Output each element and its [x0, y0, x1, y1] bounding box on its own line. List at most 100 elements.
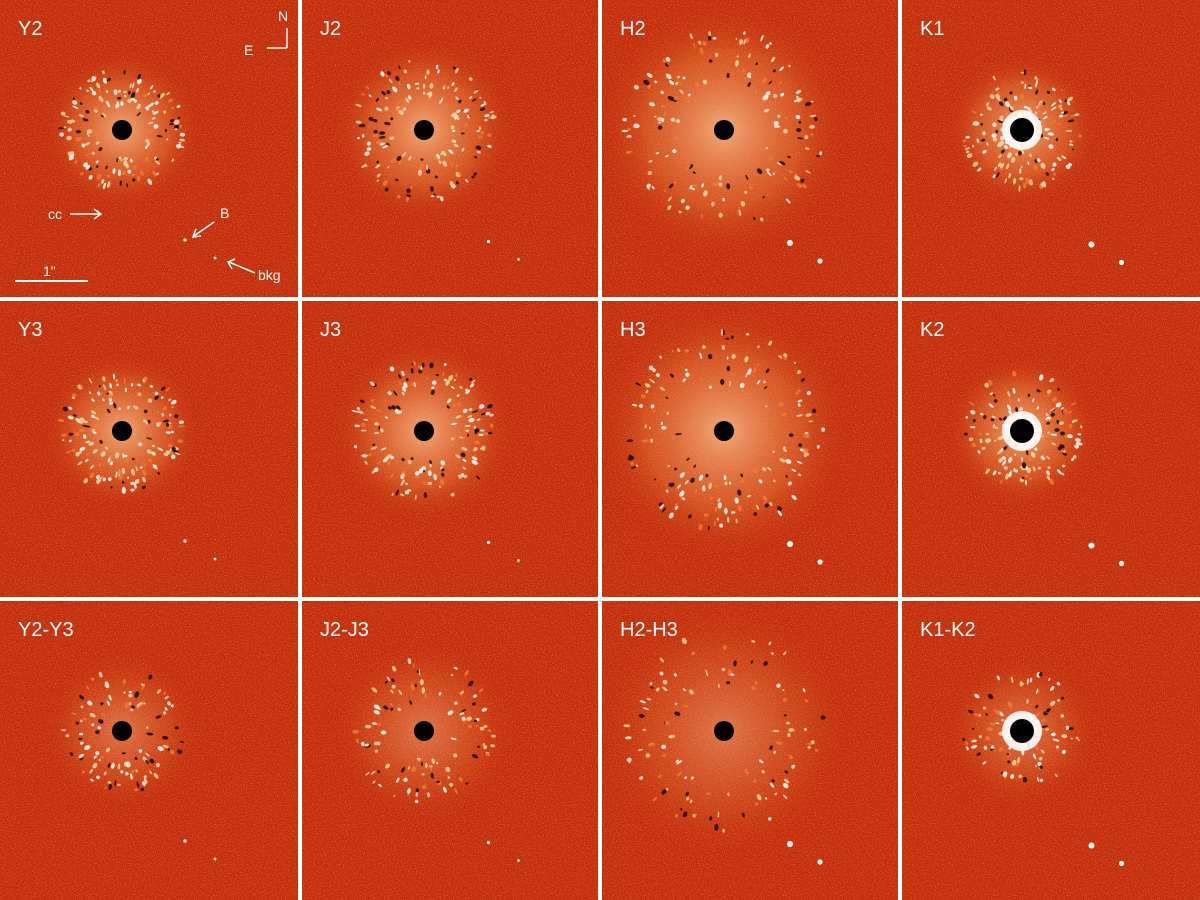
speckle: [707, 525, 710, 531]
speckle: [463, 474, 468, 479]
speckle: [468, 96, 473, 100]
speckle: [1003, 446, 1008, 451]
speckle: [453, 143, 459, 148]
speckle: [390, 117, 394, 121]
speckle: [977, 167, 982, 172]
speckle: [741, 812, 745, 818]
speckle: [745, 174, 749, 181]
speckle: [995, 129, 999, 134]
speckle: [689, 184, 693, 190]
speckle: [1042, 124, 1046, 128]
speckle: [990, 745, 995, 749]
speckle: [685, 791, 689, 796]
speckle: [91, 76, 97, 81]
speckle: [718, 683, 720, 688]
speckle: [390, 473, 394, 478]
speckle: [125, 163, 129, 169]
speckle: [112, 168, 116, 175]
speckle: [783, 714, 787, 717]
speckle: [360, 429, 367, 432]
image-panel: H2: [602, 0, 898, 297]
speckle: [819, 151, 823, 156]
speckle: [762, 467, 767, 472]
speckle: [737, 505, 742, 512]
speckle: [994, 426, 999, 430]
speckle: [765, 91, 771, 96]
speckle: [382, 145, 389, 149]
speckle: [1075, 736, 1079, 740]
speckle: [744, 768, 749, 775]
speckle: [145, 726, 149, 729]
speckle: [766, 168, 770, 172]
speckle: [772, 730, 780, 732]
speckle: [787, 155, 791, 159]
speckle: [130, 92, 136, 99]
speckle: [491, 734, 496, 738]
speckle: [747, 368, 752, 375]
speckle: [95, 730, 100, 735]
speckle: [1002, 462, 1005, 466]
speckle: [384, 121, 391, 126]
speckle: [782, 697, 788, 702]
occulter: [414, 721, 434, 741]
speckle: [467, 415, 473, 418]
speckle: [151, 421, 154, 425]
speckle: [130, 468, 136, 476]
speckle: [460, 452, 466, 458]
speckle: [471, 98, 477, 102]
speckle: [136, 176, 140, 182]
speckle: [66, 135, 72, 141]
speckle: [471, 753, 479, 759]
speckle: [720, 378, 725, 385]
speckle: [1061, 89, 1064, 92]
speckle: [756, 168, 763, 175]
background-source: [817, 559, 823, 565]
speckle: [102, 376, 106, 382]
speckle: [1045, 433, 1051, 438]
speckle: [708, 482, 713, 490]
speckle: [798, 120, 802, 124]
speckle: [673, 673, 678, 677]
speckle: [778, 81, 782, 85]
speckle: [1040, 162, 1046, 169]
speckle: [816, 155, 820, 158]
speckle: [1056, 682, 1061, 686]
companion-b: [1088, 542, 1095, 549]
speckle: [1062, 409, 1068, 414]
speckle: [407, 788, 411, 794]
speckle: [407, 658, 412, 665]
speckle: [473, 425, 477, 430]
speckle: [373, 710, 380, 715]
speckle: [481, 707, 488, 712]
speckle: [1029, 677, 1033, 683]
speckle: [120, 158, 123, 162]
speckle: [487, 404, 493, 409]
speckle: [121, 486, 126, 494]
speckle: [767, 467, 772, 471]
occulter: [1010, 719, 1034, 743]
speckle: [395, 75, 400, 82]
speckle: [89, 712, 96, 718]
speckle: [136, 112, 141, 117]
speckle: [414, 82, 420, 85]
speckle: [417, 757, 421, 761]
speckle: [1037, 446, 1042, 451]
speckle: [655, 152, 660, 155]
background-source: [517, 258, 520, 261]
speckle: [433, 193, 436, 196]
speckle: [966, 153, 973, 158]
speckle: [476, 418, 481, 421]
speckle: [391, 492, 394, 496]
speckle: [663, 687, 668, 692]
speckle: [79, 757, 84, 761]
speckle: [373, 467, 379, 473]
speckle: [357, 136, 360, 140]
speckle: [78, 428, 85, 433]
speckle: [992, 424, 996, 429]
speckle: [102, 443, 106, 447]
speckle: [148, 458, 153, 463]
speckle: [396, 777, 400, 783]
speckle: [126, 183, 129, 188]
speckle: [171, 158, 175, 162]
speckle: [421, 761, 423, 767]
